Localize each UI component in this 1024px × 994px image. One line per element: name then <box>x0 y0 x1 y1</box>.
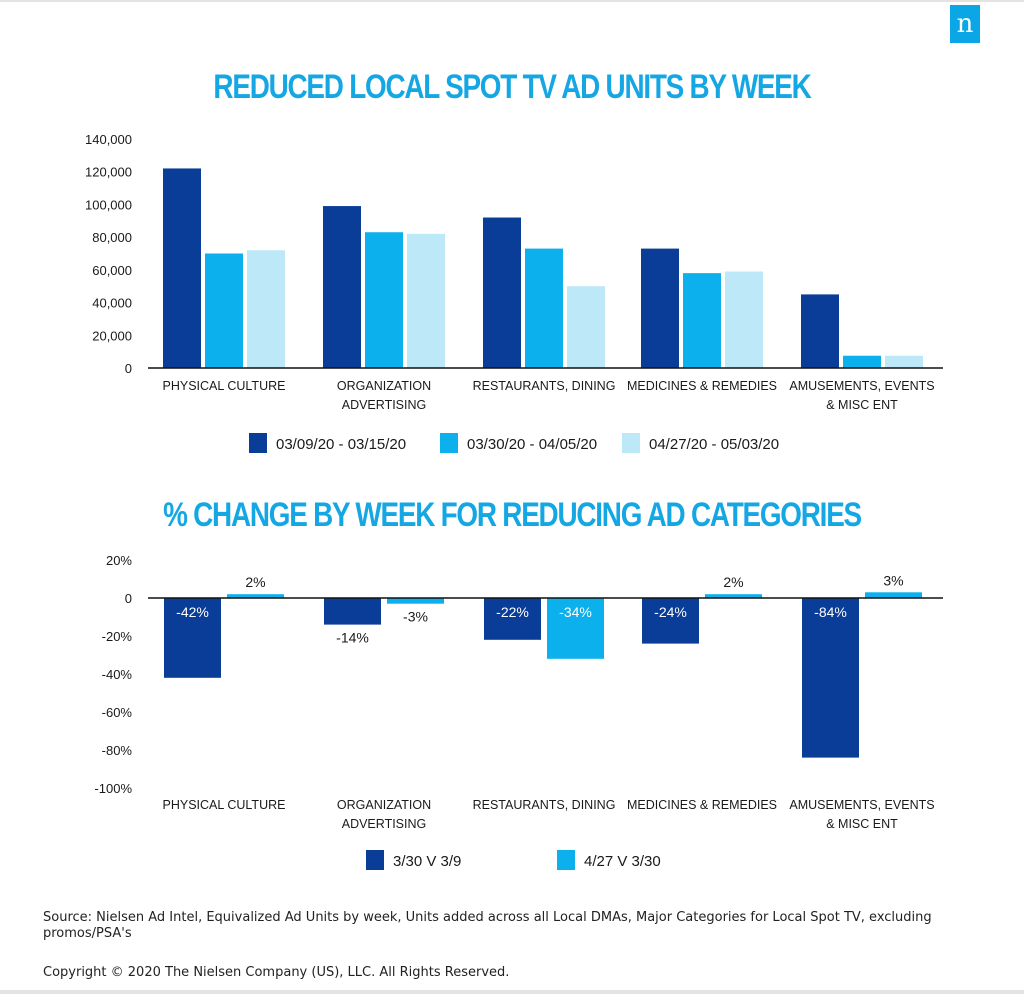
bar <box>525 248 563 368</box>
y-tick-label: 20% <box>106 553 132 568</box>
category-label: PHYSICAL CULTURE <box>163 798 286 812</box>
bar <box>683 273 721 368</box>
top-border <box>0 0 1024 2</box>
legend-label: 03/30/20 - 04/05/20 <box>467 436 597 453</box>
legend-label: 3/30 V 3/9 <box>393 853 461 870</box>
category-label: ADVERTISING <box>342 817 427 831</box>
y-tick-label: 80,000 <box>92 230 132 245</box>
category-label: RESTAURANTS, DINING <box>473 798 616 812</box>
bar <box>642 598 699 644</box>
bar <box>725 271 763 368</box>
bar <box>205 253 243 368</box>
data-label: 2% <box>245 574 265 590</box>
bar <box>885 355 923 368</box>
category-label: ORGANIZATION <box>337 798 431 812</box>
data-label: -84% <box>814 604 847 620</box>
y-tick-label: -100% <box>94 781 132 796</box>
data-label: -3% <box>403 609 428 625</box>
legend-swatch <box>366 850 384 870</box>
bar <box>865 592 922 598</box>
bar <box>484 598 541 640</box>
category-label: & MISC ENT <box>826 398 898 412</box>
copyright-notice: Copyright © 2020 The Nielsen Company (US… <box>43 965 510 980</box>
y-tick-label: -80% <box>102 743 133 758</box>
bar <box>547 598 604 659</box>
bar <box>163 168 201 368</box>
data-label: 2% <box>723 574 743 590</box>
bar <box>705 594 762 598</box>
category-label: ORGANIZATION <box>337 379 431 393</box>
category-label: AMUSEMENTS, EVENTS <box>789 798 934 812</box>
bar <box>387 598 444 604</box>
bar <box>324 598 381 625</box>
y-tick-label: 20,000 <box>92 328 132 343</box>
chart-2-title: % CHANGE BY WEEK FOR REDUCING AD CATEGOR… <box>163 496 862 534</box>
category-label: PHYSICAL CULTURE <box>163 379 286 393</box>
y-tick-label: 120,000 <box>85 165 132 180</box>
category-label: ADVERTISING <box>342 398 427 412</box>
y-tick-label: 140,000 <box>85 132 132 147</box>
bar <box>641 248 679 368</box>
bar <box>567 286 605 368</box>
legend-swatch <box>249 433 267 453</box>
bar <box>323 206 361 368</box>
y-tick-label: -60% <box>102 705 133 720</box>
source-note: Source: Nielsen Ad Intel, Equivalized Ad… <box>43 910 932 941</box>
legend-swatch <box>557 850 575 870</box>
legend-label: 04/27/20 - 05/03/20 <box>649 436 779 453</box>
data-label: -34% <box>559 604 592 620</box>
y-tick-label: 0 <box>125 361 132 376</box>
category-label: MEDICINES & REMEDIES <box>627 379 777 393</box>
category-label: & MISC ENT <box>826 817 898 831</box>
legend-swatch <box>622 433 640 453</box>
y-tick-label: 100,000 <box>85 197 132 212</box>
category-label: AMUSEMENTS, EVENTS <box>789 379 934 393</box>
bar <box>801 294 839 368</box>
y-tick-label: 40,000 <box>92 296 132 311</box>
y-tick-label: -20% <box>102 629 133 644</box>
data-label: -14% <box>336 630 369 646</box>
bar <box>843 355 881 368</box>
bar <box>407 233 445 368</box>
data-label: 3% <box>883 572 903 588</box>
bar <box>365 232 403 368</box>
bar <box>227 594 284 598</box>
category-label: RESTAURANTS, DINING <box>473 379 616 393</box>
data-label: -24% <box>654 604 687 620</box>
bar <box>247 250 285 368</box>
y-tick-label: 60,000 <box>92 263 132 278</box>
bar <box>483 217 521 368</box>
bar <box>802 598 859 758</box>
data-label: -42% <box>176 604 209 620</box>
legend-label: 4/27 V 3/30 <box>584 853 661 870</box>
legend-label: 03/09/20 - 03/15/20 <box>276 436 406 453</box>
y-tick-label: -40% <box>102 667 133 682</box>
bottom-border <box>0 990 1024 994</box>
nielsen-logo: n <box>950 5 980 43</box>
data-label: -22% <box>496 604 529 620</box>
y-tick-label: 0 <box>125 591 132 606</box>
legend-swatch <box>440 433 458 453</box>
category-label: MEDICINES & REMEDIES <box>627 798 777 812</box>
bar <box>164 598 221 678</box>
chart-1-title: REDUCED LOCAL SPOT TV AD UNITS BY WEEK <box>213 68 811 106</box>
